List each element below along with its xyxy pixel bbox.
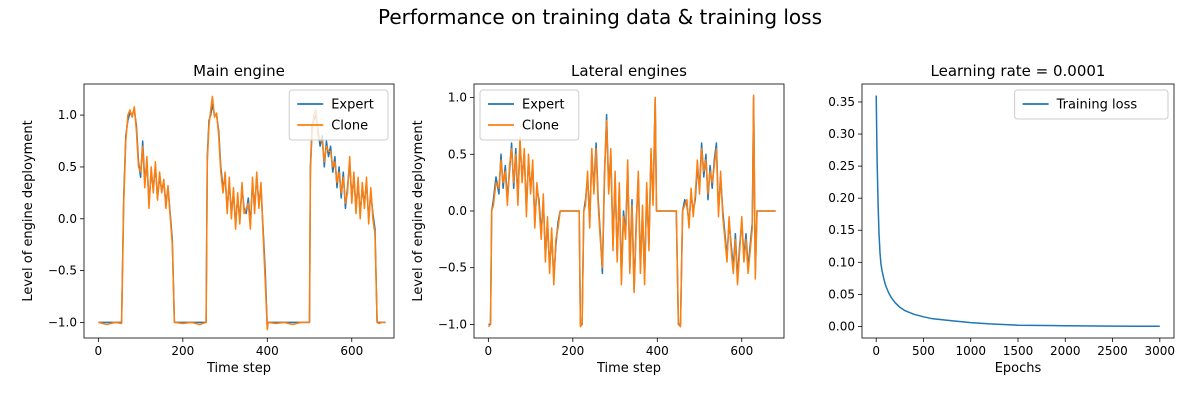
x-tick-label: 400 (646, 344, 669, 358)
panel-training-loss: Learning rate = 0.0001 0 500 1000 1500 2000 25… (828, 62, 1175, 376)
y-tick-label: 0.25 (828, 159, 855, 173)
y-tick-label: 1.0 (448, 91, 467, 105)
x-tick-label: 1000 (955, 344, 986, 358)
panel-lateral-engines: Lateral engines 0 200 400 600 −1.0 −0.5 0.0 0.5 1… (411, 62, 785, 376)
x-tick-label: 0 (872, 344, 880, 358)
legend-box (288, 89, 389, 141)
x-tick-label: 3000 (1145, 344, 1176, 358)
x-tick-label: 0 (95, 344, 103, 358)
x-axis-label: Time step (596, 361, 661, 376)
legend: Expert Clone (479, 89, 580, 141)
y-tick-label: 0.05 (828, 287, 855, 301)
y-tick-label: −1.0 (48, 315, 77, 329)
series-line-training-loss (875, 95, 1160, 328)
x-tick-label: 0 (485, 344, 493, 358)
y-tick-label: −1.0 (438, 317, 467, 331)
y-tick-label: −0.5 (438, 261, 467, 275)
figure-title: Performance on training data & training … (378, 5, 822, 29)
legend-box (479, 89, 580, 141)
x-tick-label: 600 (730, 344, 753, 358)
legend-label: Clone (331, 119, 368, 134)
legend: Expert Clone (288, 89, 389, 141)
y-tick-label: 0.0 (58, 212, 77, 226)
axes-title: Main engine (193, 62, 285, 80)
panel-main-engine: Main engine 0 200 400 600 −1.0 −0.5 0.0 0.5 1.0 Ti… (21, 62, 395, 376)
x-tick-label: 600 (340, 344, 363, 358)
y-tick-label: 0.5 (448, 147, 467, 161)
x-axis-label: Epochs (995, 361, 1042, 376)
legend-label: Expert (331, 98, 374, 113)
x-axis-label: Time step (206, 361, 271, 376)
series-line-clone (98, 95, 386, 331)
legend-label: Expert (522, 98, 565, 113)
y-tick-label: 0.0 (448, 204, 467, 218)
legend: Training loss (1014, 89, 1169, 120)
y-tick-label: 0.10 (828, 255, 855, 269)
x-tick-label: 200 (171, 344, 194, 358)
x-tick-label: 2500 (1097, 344, 1128, 358)
axes-frame (83, 83, 395, 339)
x-tick-label: 2000 (1050, 344, 1081, 358)
y-tick-label: 0.00 (828, 319, 855, 333)
x-tick-label: 1500 (1003, 344, 1034, 358)
series-line-clone (487, 94, 776, 328)
y-tick-label: −0.5 (48, 264, 77, 278)
y-axis-label: Level of engine deployment (21, 120, 36, 301)
legend-box (1014, 89, 1169, 120)
y-tick-label: 0.30 (828, 127, 855, 141)
y-tick-label: 0.5 (58, 160, 77, 174)
y-axis-label: Level of engine deployment (411, 120, 426, 301)
x-tick-label: 400 (256, 344, 279, 358)
y-tick-label: 0.20 (828, 191, 855, 205)
y-tick-label: 0.15 (828, 223, 855, 237)
axes-title: Learning rate = 0.0001 (931, 62, 1106, 80)
x-tick-label: 500 (912, 344, 935, 358)
x-tick-label: 200 (561, 344, 584, 358)
y-tick-label: 1.0 (58, 108, 77, 122)
axes-title: Lateral engines (571, 62, 687, 80)
legend-label: Clone (522, 119, 559, 134)
axes-frame (861, 83, 1175, 339)
y-tick-label: 0.35 (828, 95, 855, 109)
legend-label: Training loss (1056, 98, 1138, 113)
